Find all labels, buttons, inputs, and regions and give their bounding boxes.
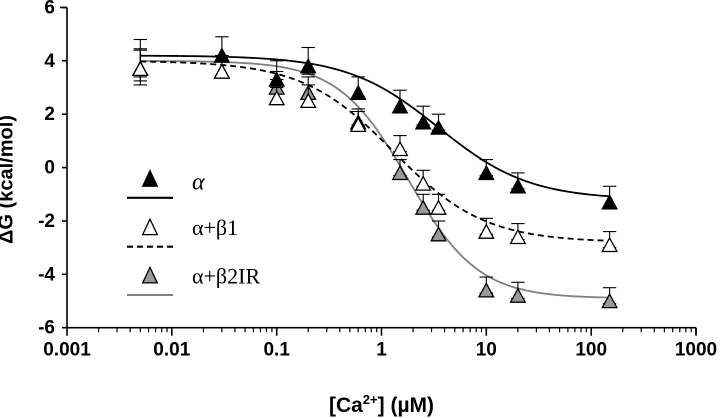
svg-text:1: 1 [376,340,387,361]
svg-text:0: 0 [44,158,55,179]
svg-text:α+β2IR: α+β2IR [192,263,260,288]
svg-text:100: 100 [575,340,607,361]
svg-text:4: 4 [44,51,55,72]
svg-text:-4: -4 [38,264,55,285]
svg-text:0.1: 0.1 [263,340,290,361]
svg-text:-2: -2 [38,211,55,232]
svg-text:0.01: 0.01 [153,340,190,361]
svg-text:α: α [192,170,205,196]
svg-text:0.001: 0.001 [43,340,91,361]
svg-text:2: 2 [44,104,55,125]
svg-text:-6: -6 [38,318,55,339]
svg-text:6: 6 [44,0,55,19]
svg-text:1000: 1000 [675,340,717,361]
svg-text:α+β1: α+β1 [192,215,238,240]
svg-text:10: 10 [476,340,497,361]
